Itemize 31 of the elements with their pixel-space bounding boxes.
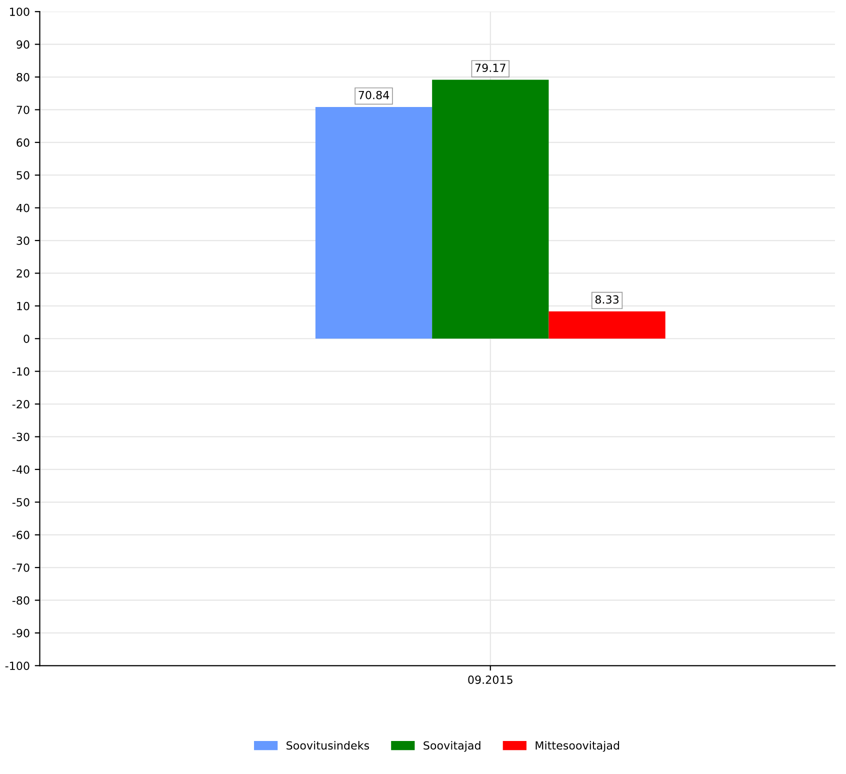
legend-label: Mittesoovitajad: [536, 741, 620, 752]
y-tick-label: -40: [12, 465, 30, 474]
bar: [315, 106, 432, 339]
y-tick-label: 100: [10, 8, 30, 16]
x-tick-label: 09.2015: [468, 676, 512, 684]
y-tick-label: 10: [17, 302, 30, 310]
y-tick-label: 40: [16, 204, 30, 212]
y-tick-label: -20: [12, 400, 30, 408]
y-tick-label: 0: [24, 334, 30, 344]
y-tick-label: 80: [16, 72, 30, 82]
bar: [548, 311, 666, 339]
y-tick-label: 30: [16, 236, 30, 245]
y-tick-label: -70: [12, 564, 30, 572]
y-tick-label: 60: [16, 138, 30, 147]
y-tick-label: -100: [5, 662, 30, 670]
y-tick-label: 50: [16, 171, 30, 180]
y-tick-label: -30: [12, 432, 30, 442]
y-tick-label: -90: [12, 628, 30, 638]
data-label: 79.17: [475, 64, 506, 72]
y-tick-label: 90: [16, 40, 30, 49]
legend-label: Soovitusindeks: [286, 741, 370, 750]
y-tick-label: 70: [16, 106, 30, 114]
y-tick-label: -60: [12, 530, 30, 540]
data-label: 70.84: [358, 90, 390, 100]
y-tick-label: 20: [16, 269, 30, 278]
y-tick-label: -80: [12, 596, 30, 605]
data-label: 8.33: [595, 295, 619, 304]
y-tick-label: -10: [12, 367, 30, 376]
bar: [432, 80, 549, 339]
y-tick-label: -50: [12, 498, 30, 507]
legend-label: Soovitajad: [424, 741, 480, 752]
